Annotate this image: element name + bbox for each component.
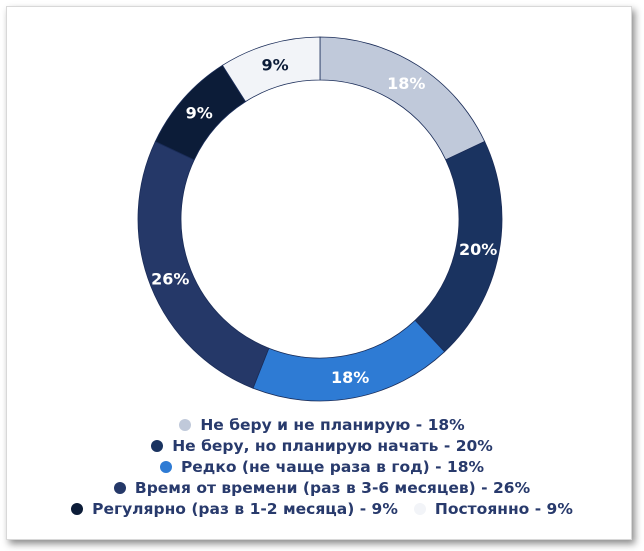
legend-marker: [159, 461, 172, 473]
legend-marker: [413, 503, 426, 515]
donut-slice: [252, 319, 446, 402]
data-label: 18%: [387, 74, 425, 93]
legend-label: Постоянно - 9%: [434, 500, 573, 518]
legend-marker: [71, 503, 84, 515]
donut-slice: [221, 36, 321, 103]
data-label: 18%: [331, 368, 369, 387]
data-label: 9%: [186, 104, 213, 123]
legend-marker: [179, 419, 192, 431]
data-label: 26%: [151, 269, 189, 288]
chart-card: [6, 6, 632, 540]
legend: Не беру и не планирую - 18% Не беру, но …: [0, 415, 644, 520]
legend-item: Постоянно - 9%: [413, 499, 573, 520]
donut-slice: [319, 36, 486, 161]
legend-label: Не беру, но планирую начать - 20%: [172, 437, 493, 455]
data-label: 20%: [459, 240, 497, 259]
legend-item: Время от времени (раз в 3-6 месяцев) - 2…: [113, 478, 531, 499]
data-label: 9%: [261, 55, 288, 74]
legend-item: Редко (не чаще раза в год) - 18%: [159, 457, 485, 478]
legend-label: Редко (не чаще раза в год) - 18%: [180, 458, 485, 476]
legend-label: Регулярно (раз в 1-2 месяца) - 9%: [92, 500, 398, 518]
legend-marker: [113, 482, 126, 494]
legend-label: Время от времени (раз в 3-6 месяцев) - 2…: [134, 479, 531, 497]
donut-slice: [137, 140, 270, 389]
legend-item: Регулярно (раз в 1-2 месяца) - 9%: [71, 499, 398, 520]
legend-item: Не беру, но планирую начать - 20%: [151, 436, 493, 457]
legend-item: Не беру и не планирую - 18%: [179, 415, 465, 436]
legend-marker: [151, 440, 164, 452]
legend-label: Не беру и не планирую - 18%: [200, 416, 465, 434]
